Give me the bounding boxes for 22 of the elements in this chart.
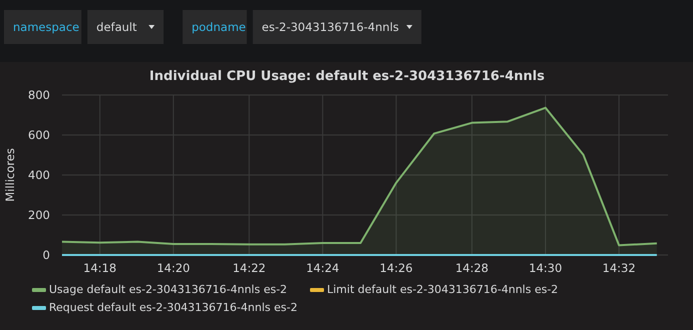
y-tick-label: 400 <box>28 168 50 182</box>
text: default <box>96 20 138 34</box>
x-tick-label: 14:20 <box>156 261 190 275</box>
x-tick-label: 14:24 <box>306 261 340 275</box>
y-tick-label: 800 <box>28 88 50 102</box>
x-tick-label: 14:18 <box>83 261 116 275</box>
y-tick-label: 200 <box>28 208 50 222</box>
y-tick-label: 0 <box>42 248 50 262</box>
text: namespace <box>13 20 80 34</box>
legend-label: Usage default es-2-3043136716-4nnls es-2 <box>49 283 288 296</box>
x-tick-label: 14:28 <box>455 261 489 275</box>
x-tick-label: 14:30 <box>528 261 562 275</box>
y-tick-label: 600 <box>28 128 50 142</box>
text: podname <box>192 20 246 34</box>
x-tick-label: 14:26 <box>380 261 413 275</box>
x-tick-label: 14:22 <box>232 261 266 275</box>
legend-label: Request default es-2-3043136716-4nnls es-2 <box>49 301 298 314</box>
x-tick-label: 14:32 <box>602 261 636 275</box>
chart-title: Individual CPU Usage: default es-2-3043136716-4nnls <box>149 69 545 84</box>
text: es-2-3043136716-4nnls <box>262 20 399 34</box>
y-axis-title: Millicores <box>3 148 17 202</box>
legend-label: Limit default es-2-3043136716-4nnls es-2 <box>327 283 558 296</box>
